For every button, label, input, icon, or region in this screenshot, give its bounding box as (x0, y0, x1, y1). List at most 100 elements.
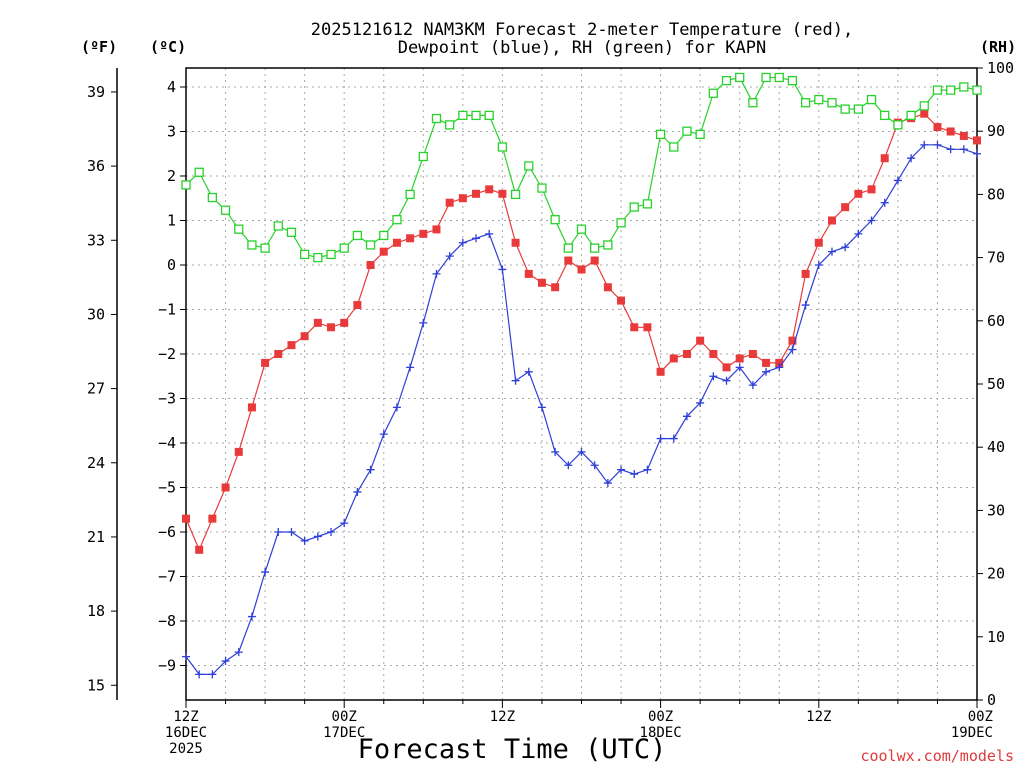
rh-tick-label: 20 (987, 565, 1005, 583)
rh-point (563, 243, 573, 253)
temperature-point (617, 296, 626, 305)
dewpoint-point (867, 216, 876, 225)
celsius-tick-label: −7 (158, 568, 176, 586)
temperature-point (603, 283, 612, 292)
rh-point (352, 230, 363, 241)
rh-point (379, 230, 389, 241)
rh-point (735, 72, 745, 83)
rh-point (550, 215, 560, 225)
rh-point (497, 142, 508, 152)
temperature-point (551, 283, 560, 292)
dewpoint-point (827, 247, 836, 256)
temperature-point (933, 123, 942, 132)
rh-point (365, 240, 376, 250)
temperature-point (313, 318, 322, 327)
dewpoint-point (603, 479, 612, 488)
dewpoint-point (498, 265, 507, 274)
series-rh (181, 72, 982, 263)
rh-point (220, 205, 231, 215)
rh-tick-label: 60 (987, 312, 1005, 330)
temperature-point (379, 247, 388, 256)
dewpoint-point (973, 149, 981, 158)
rh-tick-label: 40 (987, 438, 1005, 456)
rh-point (458, 110, 468, 121)
celsius-tick-label: 2 (167, 167, 176, 185)
dewpoint-point (907, 154, 916, 163)
temperature-point (669, 354, 678, 363)
temperature-point (208, 514, 217, 523)
rh-tick-label: 70 (987, 249, 1005, 267)
rh-point (682, 126, 692, 136)
rh-point (313, 252, 323, 263)
temperature-point (340, 318, 349, 327)
rh-tick-label: 50 (987, 375, 1005, 393)
temperature-point (854, 189, 863, 198)
dewpoint-point (366, 465, 375, 474)
rh-tick-label: 0 (987, 691, 996, 709)
rh-point (273, 221, 283, 231)
rh-point (418, 151, 428, 162)
dewpoint-point (327, 528, 336, 536)
temperature-point (406, 234, 415, 243)
title-line-1: 2025121612 NAM3KM Forecast 2-meter Tempe… (311, 20, 853, 40)
rh-point (339, 243, 349, 253)
dewpoint-point (801, 301, 810, 310)
temperature-point (234, 447, 243, 456)
dewpoint-point (564, 461, 573, 470)
rh-point (655, 129, 666, 140)
rh-point (576, 224, 587, 234)
dewpoint-point (300, 536, 309, 545)
temperature-point (748, 350, 757, 358)
rh-point (840, 104, 850, 114)
temperature-point (762, 358, 771, 367)
temperature-point (247, 403, 256, 412)
rh-point (642, 199, 653, 209)
temperature-point (287, 341, 296, 350)
temperature-point (946, 127, 955, 136)
rh-tick-label: 30 (987, 501, 1005, 519)
celsius-tick-label: 0 (167, 256, 176, 274)
rh-point (761, 72, 771, 83)
dewpoint-point (617, 465, 626, 474)
dewpoint-point (524, 367, 533, 376)
rh-point (247, 240, 257, 250)
time-tick-label: 12Z (173, 709, 198, 725)
rh-tick-label: 100 (987, 59, 1014, 77)
rh-point (405, 189, 415, 200)
temperature-point (327, 323, 336, 332)
series-dewpoint (182, 140, 981, 679)
time-tick-label: 16DEC (165, 725, 207, 741)
celsius-tick-label: −4 (158, 434, 176, 452)
temperature-point (366, 261, 375, 269)
rh-point (695, 129, 705, 140)
dewpoint-point (379, 430, 388, 439)
rh-point (445, 120, 455, 130)
dewpoint-point (537, 403, 546, 412)
temperature-point (458, 194, 467, 203)
dewpoint-point (630, 470, 639, 479)
rh-point (880, 110, 890, 121)
temperature-point (261, 358, 270, 367)
temperature-point (419, 229, 428, 238)
dewpoint-point (893, 176, 902, 185)
rh-point (774, 72, 784, 83)
dewpoint-point (472, 234, 481, 243)
rh-point (234, 224, 244, 234)
rh-point (431, 113, 442, 124)
dewpoint-point (762, 367, 771, 376)
dewpoint-point (814, 261, 823, 269)
rh-point (721, 75, 732, 86)
time-tick-label: 00Z (968, 709, 993, 725)
dewpoint-point (735, 363, 744, 372)
temperature-point (392, 238, 401, 247)
temperature-point (722, 363, 731, 372)
dewpoint-point (775, 363, 784, 372)
celsius-tick-label: −5 (158, 479, 176, 497)
temperature-point (973, 136, 981, 145)
celsius-tick-label: −2 (158, 345, 176, 363)
rh-point (524, 161, 534, 171)
rh-point (590, 243, 600, 253)
temperature-point (827, 216, 836, 225)
